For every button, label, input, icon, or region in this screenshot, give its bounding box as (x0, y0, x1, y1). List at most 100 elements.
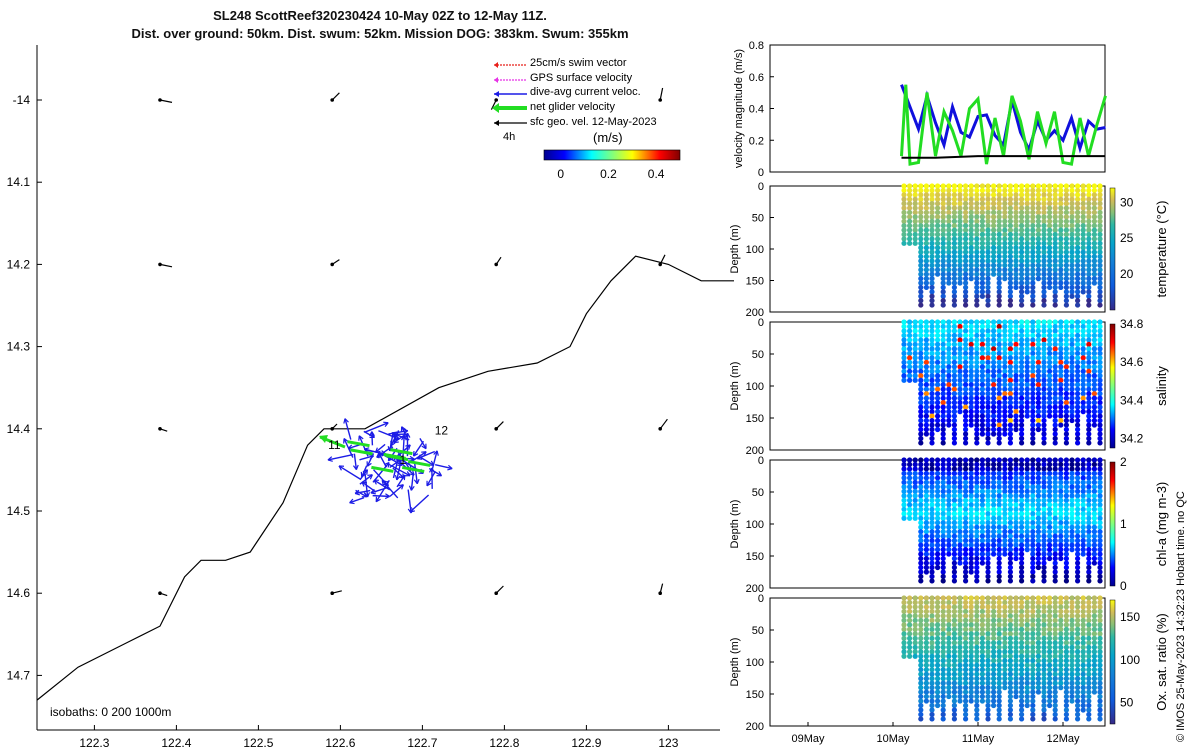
profile-dot (1080, 231, 1086, 238)
profile-dot (991, 183, 997, 189)
profile-dot (1024, 649, 1030, 655)
profile-dot (946, 409, 952, 415)
profile-dot (923, 560, 930, 566)
profile-dot (923, 488, 930, 494)
profile-dot (1052, 538, 1058, 544)
profile-dot (974, 457, 980, 463)
profile-dot (918, 671, 924, 677)
profile-dot (1007, 644, 1014, 650)
profile-dot (1063, 440, 1069, 446)
profile-dot (907, 364, 913, 370)
profile-dot (1097, 337, 1103, 343)
depth-ytick-label: 50 (752, 487, 764, 499)
profile-dot (963, 680, 969, 686)
profile-dot (963, 497, 969, 503)
profile-dot (968, 368, 974, 374)
profile-dot (1047, 662, 1053, 668)
profile-dot (957, 245, 963, 251)
profile-dot (929, 529, 935, 535)
profile-dot (1052, 635, 1058, 641)
profile-dot (918, 218, 924, 224)
profile-dot (951, 391, 958, 397)
profile-dot (1047, 395, 1053, 401)
profile-dot (957, 671, 963, 677)
profile-dot (985, 560, 991, 566)
profile-dot (1069, 332, 1075, 339)
current-arrow (361, 481, 377, 493)
profile-dot (1013, 391, 1019, 397)
profile-dot (963, 435, 969, 442)
profile-dot (1075, 346, 1081, 352)
profile-dot (1058, 470, 1064, 477)
profile-dot (1052, 267, 1058, 273)
profile-dot (1007, 214, 1014, 220)
profile-dot (923, 205, 930, 211)
profile-dot (1075, 373, 1081, 379)
profile-dot (923, 671, 930, 677)
profile-dot (991, 409, 997, 415)
profile-dot (1030, 497, 1036, 503)
profile-dot (901, 649, 907, 655)
profile-dot (935, 223, 941, 229)
profile-dot (1052, 249, 1058, 255)
profile-dot (991, 227, 997, 233)
profile-dot (985, 323, 991, 330)
profile-dot (979, 227, 986, 233)
profile-dot (1007, 466, 1014, 472)
profile-dot (1052, 368, 1058, 374)
profile-dot (991, 649, 997, 655)
profile-dot (1041, 533, 1047, 539)
profile-dot (957, 533, 963, 539)
profile-dot (918, 578, 924, 584)
profile-dot (940, 680, 946, 686)
profile-dot (1086, 245, 1092, 251)
profile-dot (991, 599, 997, 606)
profile-dot (985, 236, 991, 242)
profile-dot (1041, 716, 1047, 722)
profile-dot (1024, 323, 1030, 330)
profile-dot (1002, 667, 1008, 673)
profile-dot (974, 240, 980, 246)
profile-dot (957, 276, 963, 282)
profile-dot (951, 671, 958, 677)
profile-dot (940, 431, 946, 437)
profile-dot (1091, 359, 1097, 365)
profile-dot (1002, 377, 1008, 383)
profile-dot (1030, 355, 1036, 361)
profile-dot (1002, 626, 1008, 632)
profile-dot (1080, 276, 1086, 282)
profile-dot (1080, 680, 1086, 686)
profile-dot (940, 484, 946, 490)
date-tick-label: 09May (791, 733, 825, 745)
profile-dot (974, 284, 980, 291)
profile-dot (1063, 529, 1069, 535)
profile-dot (940, 262, 946, 268)
profile-dot (929, 667, 935, 673)
profile-dot (1019, 426, 1025, 433)
profile-dot (1052, 209, 1058, 216)
profile-dot (974, 604, 980, 610)
profile-dot (996, 377, 1002, 383)
profile-dot (1041, 227, 1047, 233)
profile-dot (1030, 293, 1036, 299)
profile-dot (1097, 249, 1103, 255)
profile-dot (985, 280, 991, 286)
profile-dot (1075, 511, 1081, 517)
profile-dot (1013, 364, 1019, 370)
profile-dot (968, 470, 974, 477)
profile-dot (985, 328, 991, 334)
profile-dot (1052, 662, 1058, 668)
profile-dot (1041, 364, 1047, 370)
profile-dot (991, 457, 997, 463)
profile-dot (951, 520, 958, 526)
profile-dot (923, 218, 930, 224)
profile-dot (935, 364, 941, 370)
profile-dot (1024, 391, 1030, 397)
profile-dot (1075, 506, 1081, 512)
profile-dot (940, 245, 946, 251)
profile-dot (1007, 346, 1014, 352)
profile-dot (1063, 716, 1069, 722)
profile-dot (985, 506, 991, 512)
profile-dot (1002, 658, 1008, 664)
profile-dot (996, 604, 1002, 610)
